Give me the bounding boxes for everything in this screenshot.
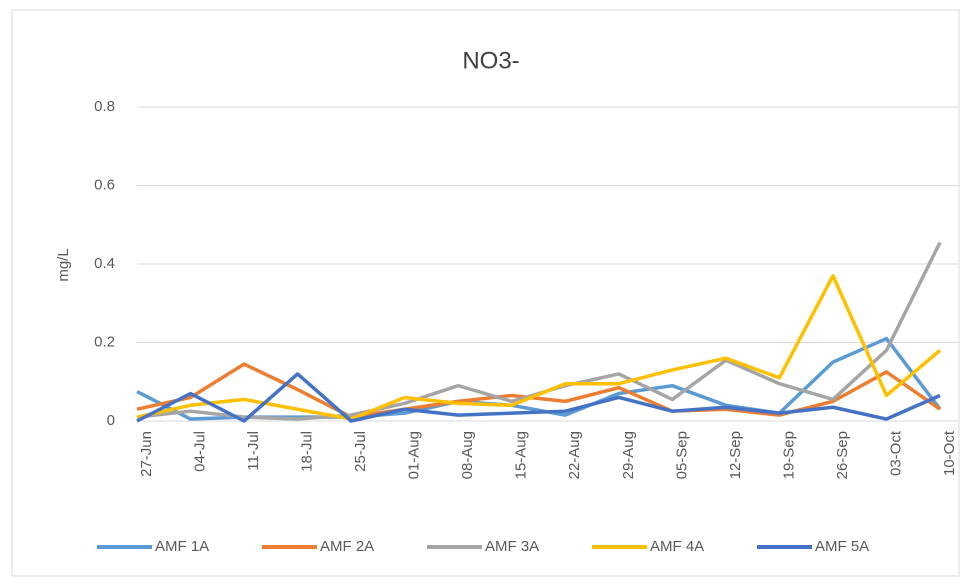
x-tick-label: 25-Jul [352,431,369,472]
legend-label: AMF 2A [320,538,374,555]
y-tick-label: 0.6 [94,176,115,193]
x-tick-label: 22-Aug [566,431,583,479]
y-tick-label: 0.8 [94,98,115,115]
y-tick-label: 0.2 [94,333,115,350]
x-tick-label: 12-Sep [727,431,744,479]
x-tick-label: 29-Aug [620,431,637,479]
series-line [136,372,941,423]
legend-label: AMF 4A [650,538,704,555]
x-tick-label: 01-Aug [406,431,423,479]
chart-title: NO3- [462,47,519,74]
x-tick-label: 11-Jul [245,431,262,471]
x-tick-label: 10-Oct [941,430,958,476]
y-tick-label: 0 [107,412,115,429]
x-tick-label: 05-Sep [673,431,690,479]
legend-label: AMF 3A [485,538,539,555]
legend-label: AMF 5A [815,538,869,555]
y-tick-label: 0.4 [94,255,115,272]
x-tick-label: 04-Jul [192,431,209,472]
x-tick-label: 15-Aug [513,431,530,479]
x-tick-label: 27-Jun [138,431,155,477]
x-tick-label: 03-Oct [887,430,904,476]
chart-frame [11,9,960,577]
x-tick-label: 19-Sep [780,431,797,479]
x-tick-label: 26-Sep [834,431,851,479]
legend-label: AMF 1A [155,538,209,555]
x-tick-label: 18-Jul [299,431,316,472]
series-line [136,362,942,419]
series-line [136,274,942,421]
x-tick-label: 08-Aug [459,431,476,479]
y-axis-label: mg/L [55,248,72,281]
